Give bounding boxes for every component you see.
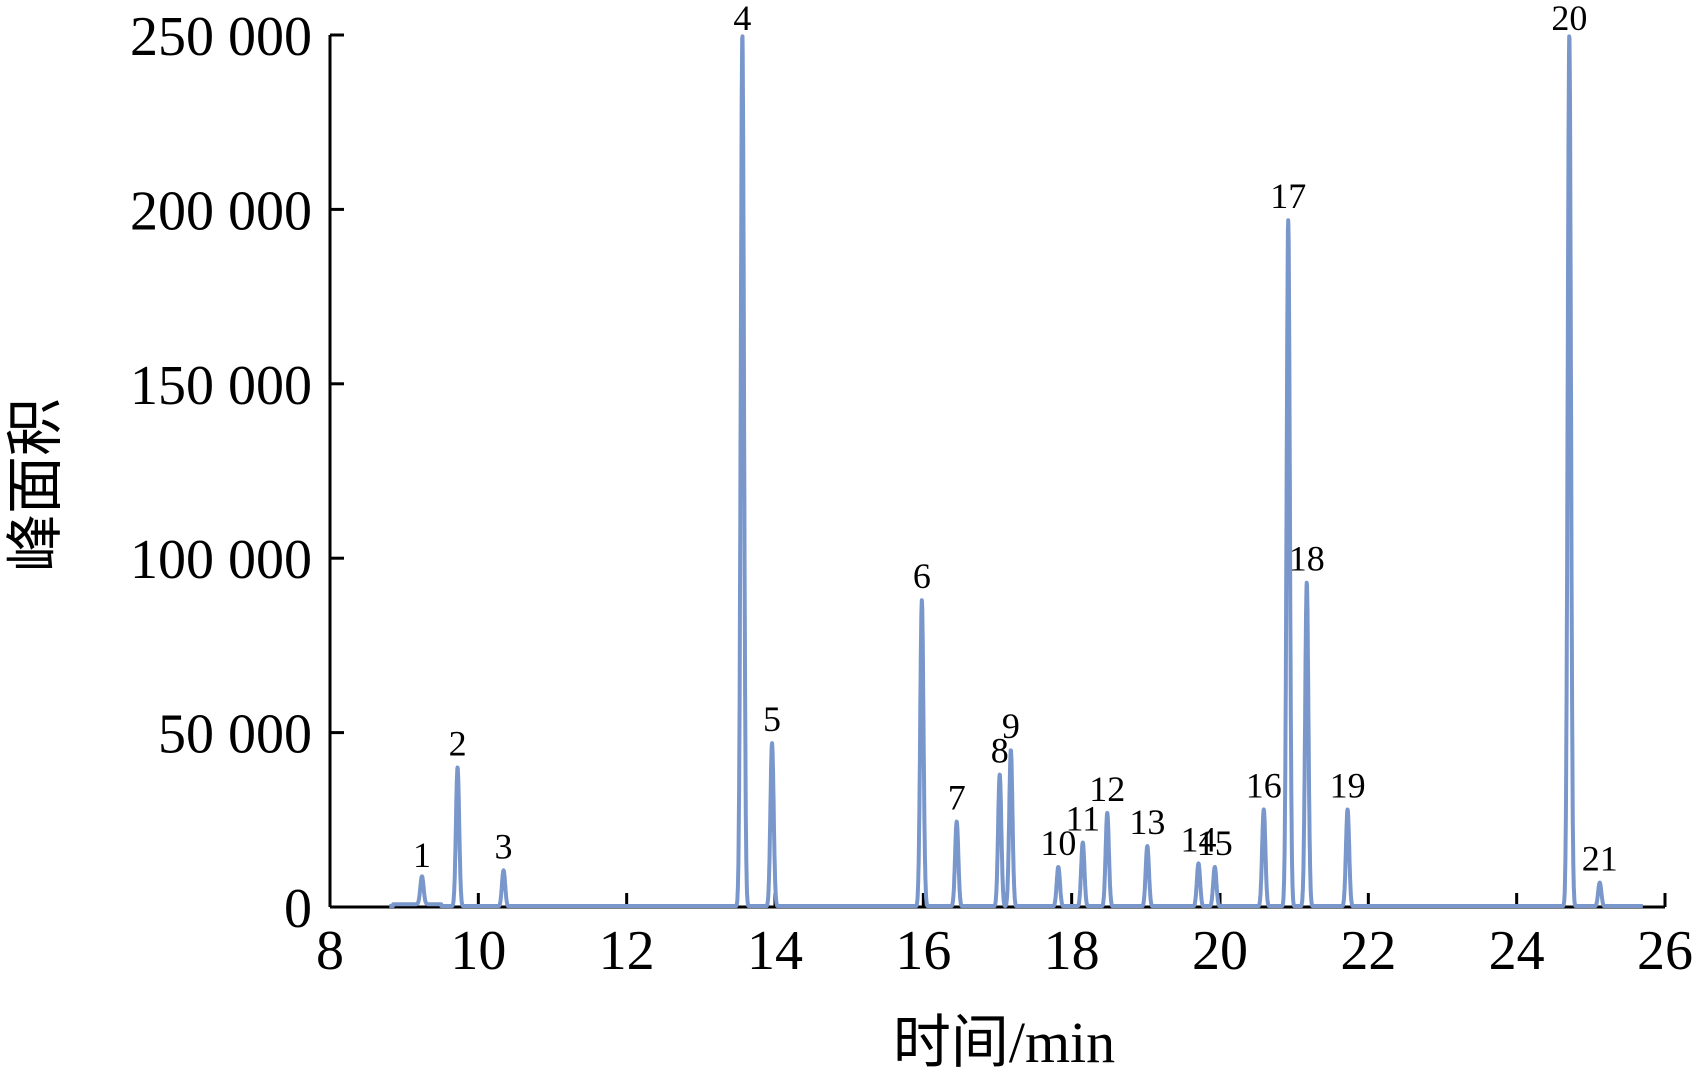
peak-label-16: 16 — [1246, 765, 1282, 805]
x-tick-label: 16 — [895, 920, 951, 982]
peak-label-21: 21 — [1582, 839, 1618, 879]
x-tick-label: 20 — [1192, 920, 1248, 982]
peak-label-3: 3 — [495, 826, 513, 866]
y-tick-label: 250 000 — [130, 6, 312, 68]
x-tick-label: 10 — [450, 920, 506, 982]
peak-label-2: 2 — [449, 723, 467, 763]
y-tick-label: 100 000 — [130, 529, 312, 591]
peak-label-6: 6 — [913, 556, 931, 596]
peak-label-20: 20 — [1551, 0, 1587, 38]
peak-label-14: 14 — [1180, 819, 1216, 859]
peak-label-15: 15 — [1197, 823, 1233, 863]
peak-label-18: 18 — [1289, 539, 1325, 579]
peak-label-4: 4 — [733, 0, 751, 38]
x-tick-label: 12 — [599, 920, 655, 982]
x-tick-label: 22 — [1340, 920, 1396, 982]
peak-label-7: 7 — [948, 778, 966, 818]
peak-label-13: 13 — [1129, 802, 1165, 842]
y-tick-label: 50 000 — [158, 704, 312, 766]
y-tick-label: 150 000 — [130, 355, 312, 417]
peak-label-19: 19 — [1330, 765, 1366, 805]
x-tick-label: 18 — [1044, 920, 1100, 982]
y-axis-title: 峰面积 — [3, 398, 68, 572]
peak-label-12: 12 — [1089, 769, 1125, 809]
x-axis-title: 时间/min — [893, 1010, 1115, 1074]
peak-label-1: 1 — [413, 835, 431, 875]
peak-label-8: 8 — [991, 730, 1009, 770]
y-tick-label: 0 — [284, 878, 312, 940]
x-tick-label: 26 — [1637, 920, 1693, 982]
y-tick-label: 200 000 — [130, 180, 312, 242]
peak-label-10: 10 — [1040, 823, 1076, 863]
peak-label-5: 5 — [763, 699, 781, 739]
chromatogram-trace — [387, 34, 1645, 908]
x-tick-label: 8 — [316, 920, 344, 982]
peak-label-17: 17 — [1270, 176, 1306, 216]
x-tick-label: 14 — [747, 920, 803, 982]
peak-label-11: 11 — [1065, 798, 1100, 838]
x-tick-label: 24 — [1489, 920, 1545, 982]
peak-label-9: 9 — [1002, 706, 1020, 746]
